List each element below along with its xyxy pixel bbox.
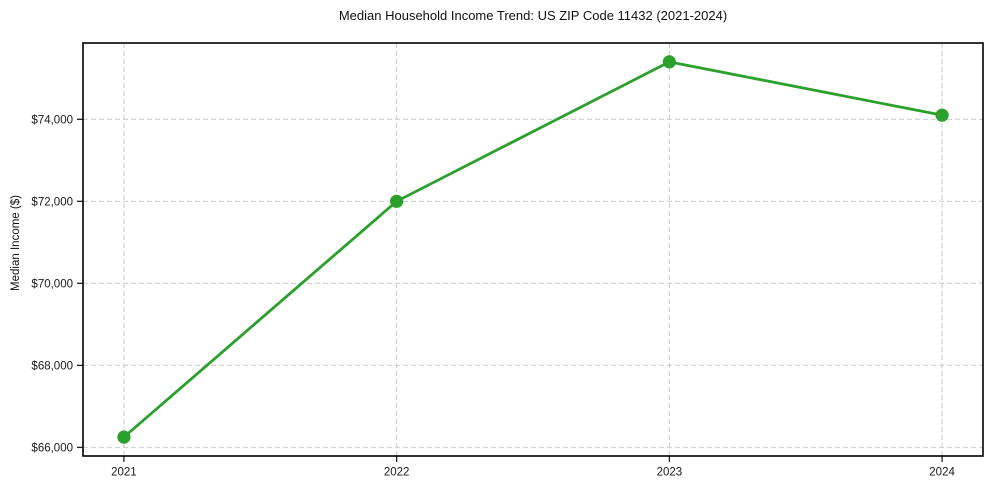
x-tick-label: 2022 — [384, 467, 410, 479]
y-tick-label: $72,000 — [31, 196, 73, 208]
income-trend-line — [122, 60, 944, 439]
y-tick-label: $74,000 — [31, 114, 73, 126]
data-point-marker — [662, 55, 676, 69]
data-point-marker — [390, 194, 404, 208]
data-point-marker — [935, 108, 949, 122]
x-tick-label: 2024 — [929, 467, 955, 479]
x-tick-label: 2023 — [657, 467, 683, 479]
x-tick-label: 2021 — [111, 467, 137, 479]
y-tick-label: $66,000 — [31, 442, 73, 454]
plot-border — [82, 42, 984, 457]
data-point-marker — [117, 430, 131, 444]
y-tick-label: $70,000 — [31, 278, 73, 290]
y-tick-label: $68,000 — [31, 360, 73, 372]
chart-title: Median Household Income Trend: US ZIP Co… — [338, 8, 728, 23]
